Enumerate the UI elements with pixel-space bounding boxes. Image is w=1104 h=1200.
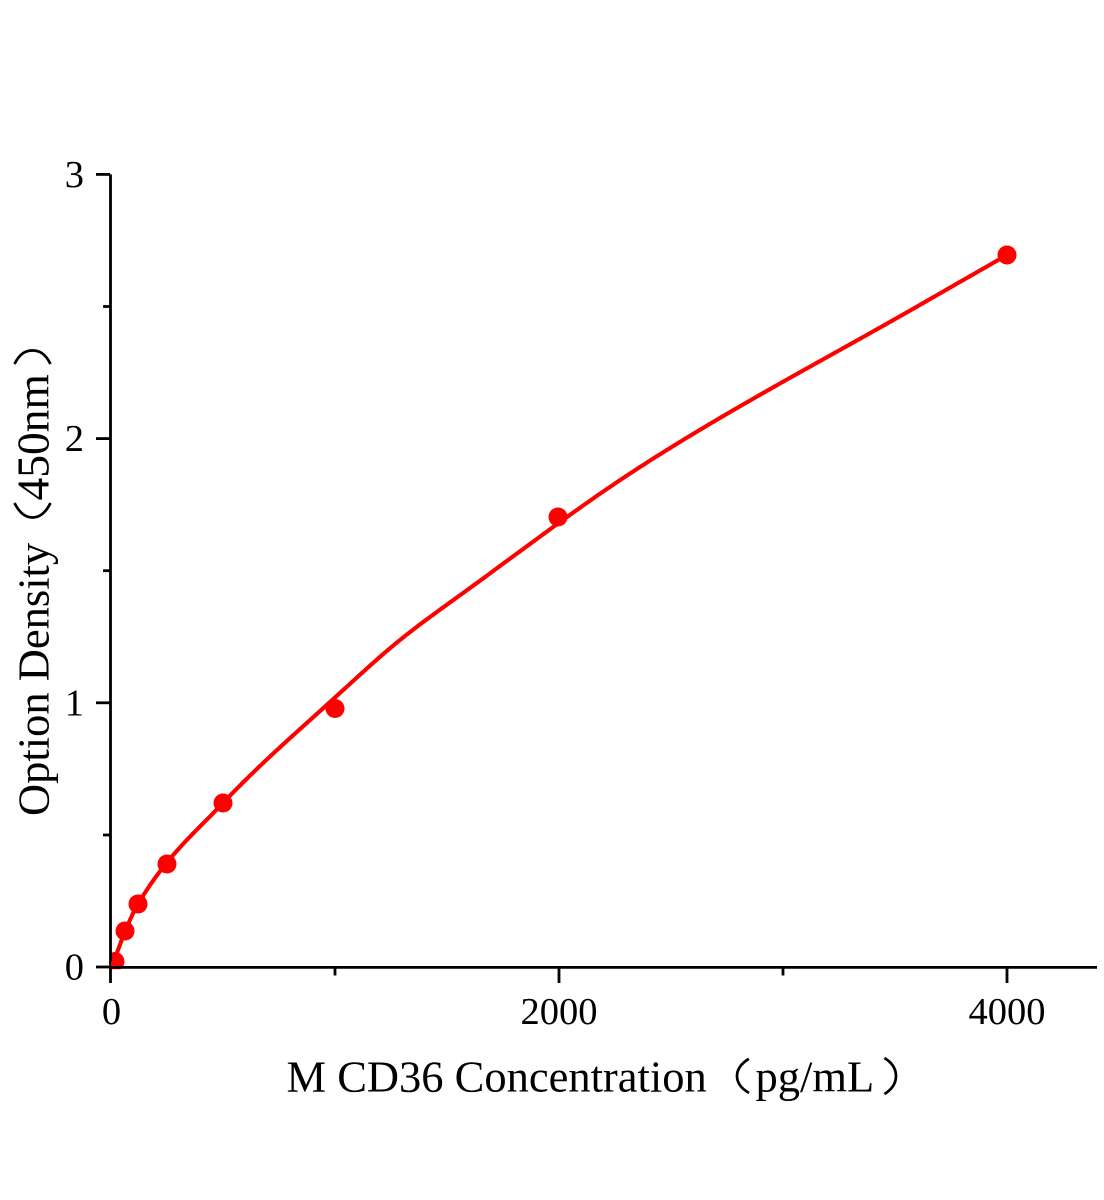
- svg-text:pg/mL: pg/mL: [756, 1052, 875, 1102]
- svg-text:1: 1: [65, 682, 84, 724]
- svg-text:450nm: 450nm: [8, 374, 59, 500]
- svg-text:2000: 2000: [521, 991, 598, 1033]
- svg-text:0: 0: [102, 991, 121, 1033]
- svg-text:2: 2: [65, 418, 84, 460]
- svg-text:M CD36 Concentration: M CD36 Concentration: [287, 1052, 707, 1102]
- svg-text:0: 0: [65, 947, 84, 989]
- svg-text:3: 3: [65, 154, 84, 196]
- svg-text:4000: 4000: [969, 991, 1046, 1033]
- svg-text:Option Density: Option Density: [9, 542, 59, 816]
